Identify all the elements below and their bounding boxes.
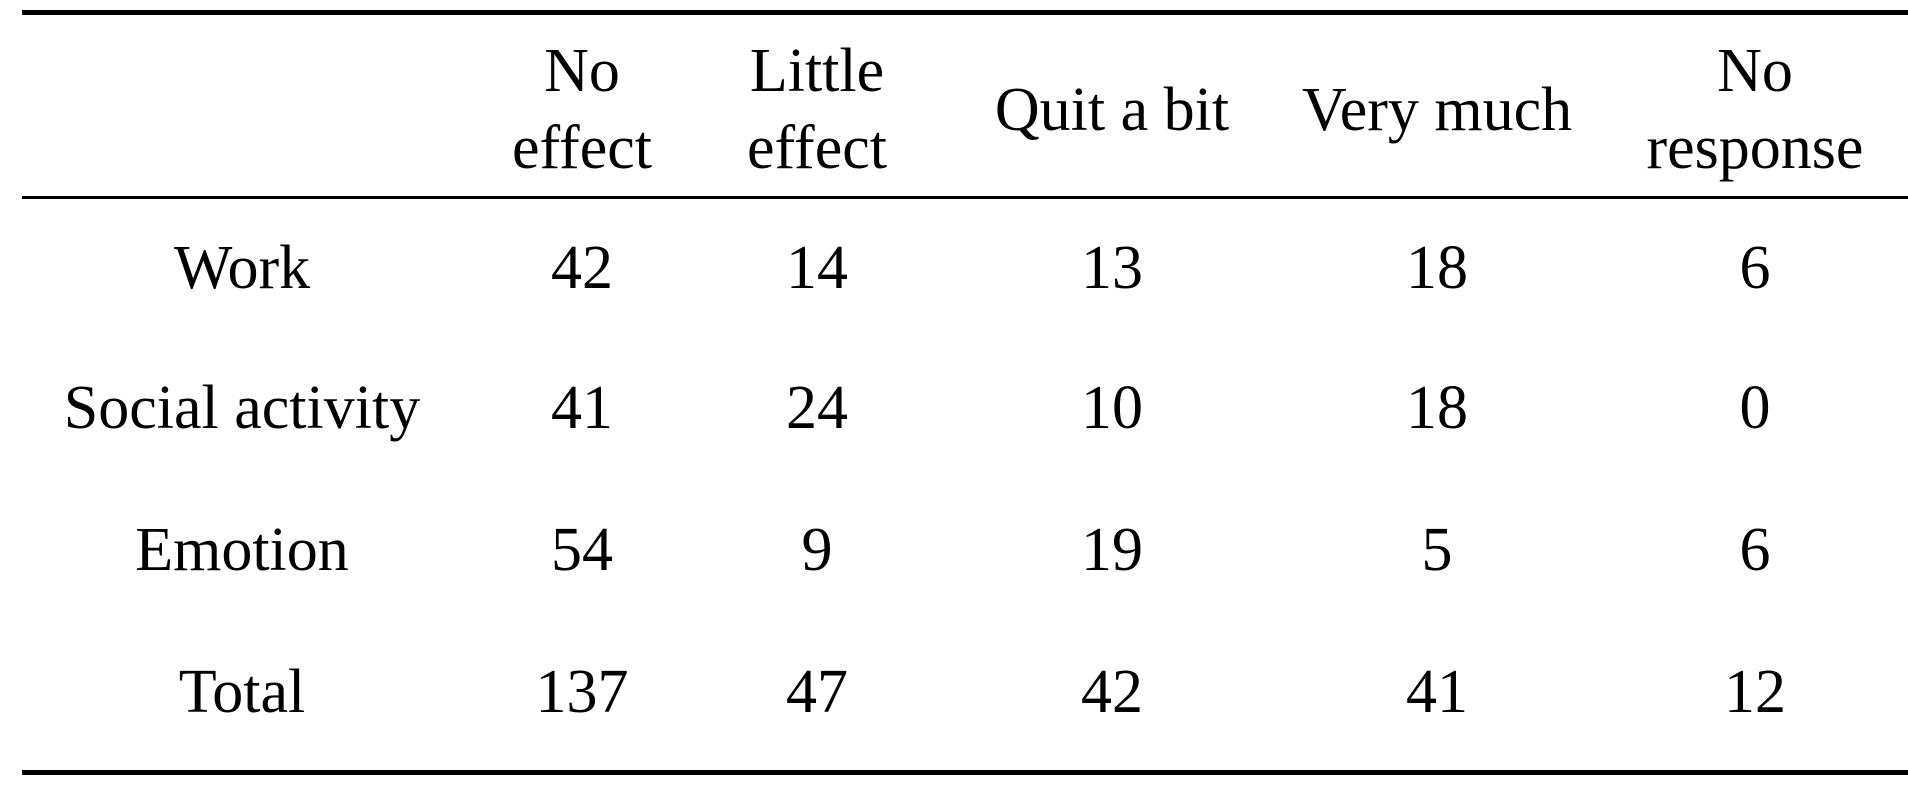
- header-little-effect-line1: Little: [749, 37, 885, 105]
- table-cell: 14: [786, 234, 848, 302]
- row-label-total: Total: [178, 658, 306, 726]
- header-no-response-line1: No: [1717, 37, 1793, 105]
- table-cell: 54: [551, 516, 613, 584]
- header-very-much-line1: Very much: [1301, 75, 1573, 144]
- table-cell: 6: [1739, 516, 1771, 584]
- row-label-emotion: Emotion: [135, 516, 349, 584]
- row-label-work: Work: [173, 234, 311, 302]
- header-no-response: No response: [1602, 32, 1908, 188]
- header-little-effect-line2: effect: [747, 114, 887, 182]
- table-cell: 24: [786, 374, 848, 442]
- table-cell: 41: [1406, 658, 1468, 726]
- header-no-effect-line1: No: [544, 37, 620, 105]
- table-cell: 18: [1406, 374, 1468, 442]
- table-cell: 19: [1081, 516, 1143, 584]
- header-empty-cell: [22, 32, 462, 188]
- table-cell: 9: [801, 516, 833, 584]
- table-cell: 12: [1724, 658, 1786, 726]
- table-cell: 6: [1739, 234, 1771, 302]
- table-cell: 10: [1081, 374, 1143, 442]
- bottom-rule: [22, 770, 1908, 775]
- top-rule: [22, 10, 1908, 15]
- table-cell: 42: [1081, 658, 1143, 726]
- table-cell: 5: [1421, 516, 1453, 584]
- header-very-much: Very much: [1282, 32, 1592, 188]
- table-cell: 137: [535, 658, 629, 726]
- header-little-effect: Little effect: [702, 32, 932, 188]
- header-quit-a-bit-line1: Quit a bit: [994, 75, 1230, 144]
- table-cell: 0: [1739, 374, 1771, 442]
- table-cell: 41: [551, 374, 613, 442]
- header-rule: [22, 196, 1908, 199]
- table-cell: 47: [786, 658, 848, 726]
- header-no-effect-line2: effect: [512, 114, 652, 182]
- header-no-effect: No effect: [462, 32, 702, 188]
- row-label-social-activity: Social activity: [63, 374, 421, 442]
- table-cell: 42: [551, 234, 613, 302]
- header-no-response-line2: response: [1646, 114, 1864, 182]
- table-cell: 18: [1406, 234, 1468, 302]
- table-cell: 13: [1081, 234, 1143, 302]
- header-quit-a-bit: Quit a bit: [932, 32, 1292, 188]
